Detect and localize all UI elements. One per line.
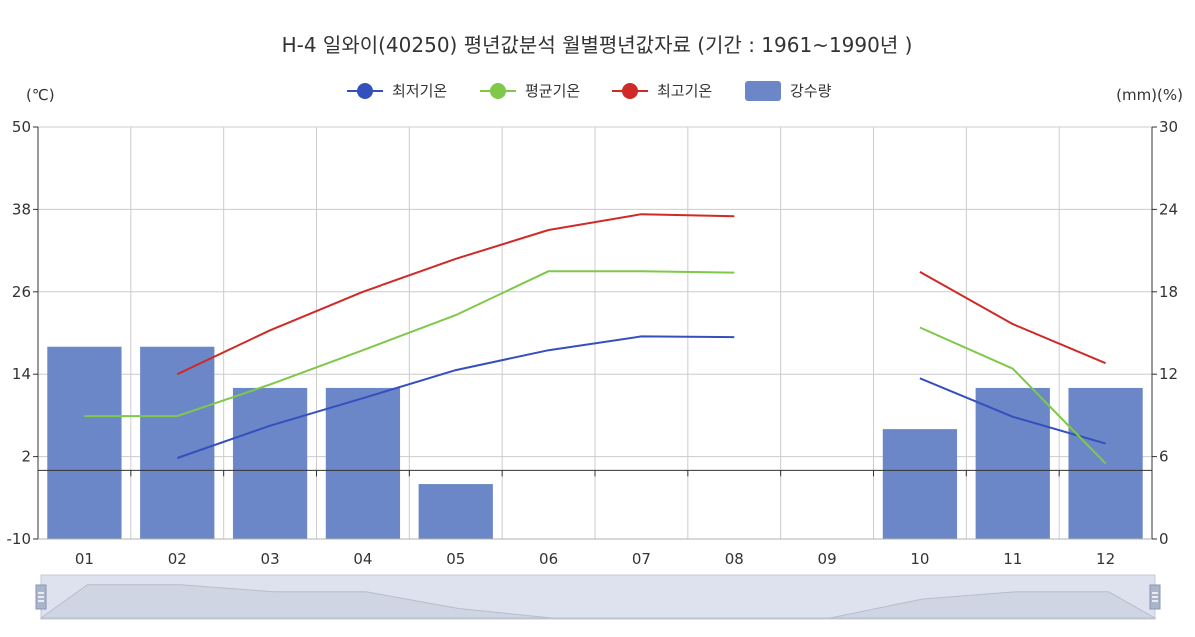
right-tick-label: 6 — [1159, 448, 1169, 466]
zoom-handle-left[interactable] — [35, 584, 47, 610]
series-line — [84, 270, 1107, 465]
x-tick-label: 05 — [446, 550, 465, 568]
precipitation-bar — [47, 346, 122, 539]
zoom-handle-right[interactable] — [1149, 584, 1161, 610]
precipitation-bar — [325, 387, 401, 539]
x-tick-label: 08 — [725, 550, 744, 568]
series-line — [176, 335, 1106, 459]
legend-marker — [622, 83, 638, 99]
legend-marker — [357, 83, 373, 99]
x-tick-label: 01 — [75, 550, 94, 568]
legend-bar-swatch — [745, 81, 781, 101]
chart-title: H-4 일와이(40250) 평년값분석 월별평년값자료 (기간 : 1961~… — [282, 33, 913, 57]
legend-label: 강수량 — [790, 82, 832, 100]
right-tick-label: 30 — [1159, 118, 1178, 136]
left-tick-label: 2 — [21, 448, 31, 466]
precipitation-bar — [232, 387, 308, 539]
left-tick-label: 50 — [12, 118, 31, 136]
series-line — [176, 213, 1106, 376]
left-tick-label: 26 — [12, 283, 31, 301]
temperature-lines — [84, 213, 1107, 465]
right-axis-unit: (mm)(%) — [1116, 86, 1183, 104]
x-tick-label: 09 — [818, 550, 837, 568]
x-tick-label: 10 — [910, 550, 929, 568]
precipitation-bar — [975, 387, 1050, 539]
precipitation-bar — [418, 484, 493, 539]
x-tick-label: 07 — [632, 550, 651, 568]
precipitation-bars — [47, 346, 1143, 539]
legend: 최저기온 평균기온 최고기온 강수량 — [347, 81, 832, 101]
legend-label: 평균기온 — [525, 82, 580, 100]
x-tick-label: 03 — [261, 550, 280, 568]
precipitation-bar — [882, 429, 958, 539]
right-tick-label: 24 — [1159, 200, 1178, 218]
x-tick-label: 12 — [1096, 550, 1115, 568]
x-tick-label: 04 — [353, 550, 372, 568]
zoom-preview-area — [39, 584, 1157, 619]
left-tick-label: 38 — [12, 200, 31, 218]
x-tick-label: 11 — [1003, 550, 1022, 568]
legend-label: 최저기온 — [392, 82, 447, 100]
legend-label: 최고기온 — [657, 82, 712, 100]
right-tick-label: 18 — [1159, 283, 1178, 301]
right-tick-label: 12 — [1159, 365, 1178, 383]
data-zoom-slider[interactable] — [35, 574, 1161, 620]
x-tick-label: 06 — [539, 550, 558, 568]
left-tick-label: 14 — [12, 365, 31, 383]
x-tick-label: 02 — [168, 550, 187, 568]
left-tick-label: -10 — [7, 530, 32, 548]
precipitation-bar — [140, 346, 215, 539]
right-tick-label: 0 — [1159, 530, 1169, 548]
left-axis-unit: (℃) — [26, 86, 55, 104]
legend-marker — [490, 83, 506, 99]
